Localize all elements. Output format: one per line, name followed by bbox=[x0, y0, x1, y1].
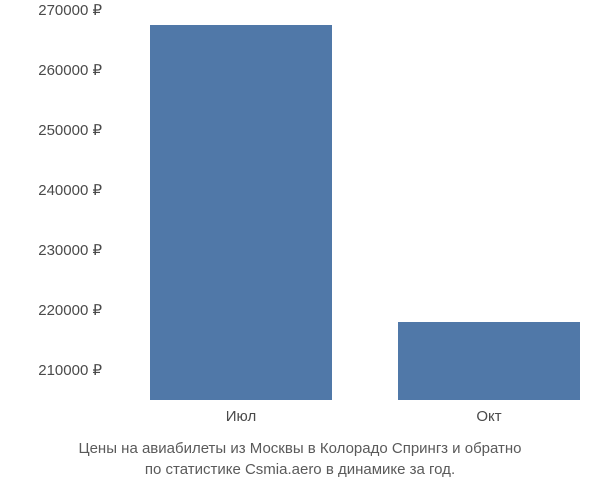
y-tick-label: 230000 ₽ bbox=[38, 241, 102, 259]
bar-chart: 210000 ₽ 220000 ₽ 230000 ₽ 240000 ₽ 250000 ₽… bbox=[0, 0, 600, 500]
x-tick-label: Окт bbox=[476, 408, 501, 425]
bar bbox=[398, 322, 580, 400]
y-tick-label: 260000 ₽ bbox=[38, 61, 102, 79]
y-tick-label: 240000 ₽ bbox=[38, 181, 102, 199]
chart-caption: Цены на авиабилеты из Москвы в Колорадо … bbox=[0, 438, 600, 480]
bar bbox=[150, 25, 332, 400]
caption-line-1: Цены на авиабилеты из Москвы в Колорадо … bbox=[78, 440, 521, 457]
y-tick-label: 250000 ₽ bbox=[38, 121, 102, 139]
y-tick-label: 220000 ₽ bbox=[38, 301, 102, 319]
y-tick-label: 210000 ₽ bbox=[38, 361, 102, 379]
x-tick-label: Июл bbox=[226, 408, 256, 425]
y-tick-label: 270000 ₽ bbox=[38, 1, 102, 19]
caption-line-2: по статистике Csmia.aero в динамике за г… bbox=[145, 461, 455, 478]
